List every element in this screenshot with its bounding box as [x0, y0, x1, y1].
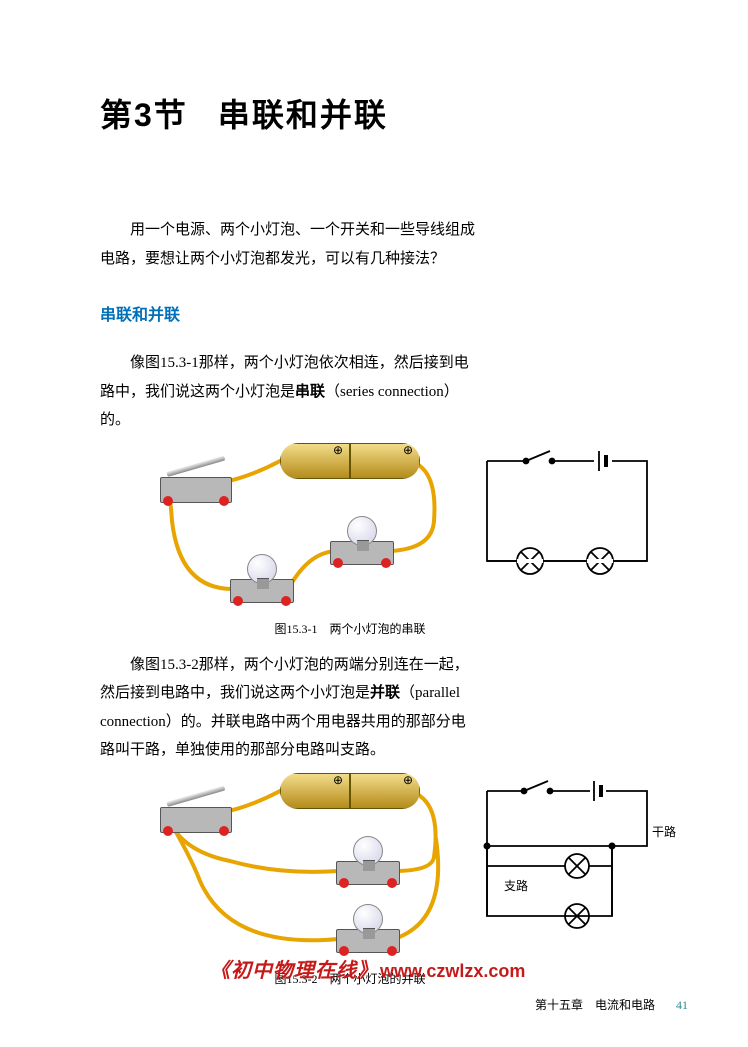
page-title: 第3节串联和并联 [100, 90, 688, 136]
series-pictorial [160, 441, 460, 616]
figure-1-caption: 图15.3-1 两个小灯泡的串联 [140, 620, 560, 637]
figure-2-caption: 图15.3-2 两个小灯泡的并联 [140, 970, 560, 987]
parallel-term: 并联 [370, 685, 400, 701]
series-term: 串联 [295, 384, 325, 400]
intro-paragraph: 用一个电源、两个小灯泡、一个开关和一些导线组成电路，要想让两个小灯泡都发光，可以… [100, 216, 480, 273]
switch-icon [160, 477, 232, 503]
figure-2-row: 干路 支路 [100, 771, 688, 966]
parallel-schematic-wrap: 干路 支路 [472, 771, 672, 936]
bulb-icon [330, 541, 394, 565]
bulb-icon [230, 579, 294, 603]
series-paragraph: 像图15.3-1那样，两个小灯泡依次相连，然后接到电路中，我们说这两个小灯泡是串… [100, 349, 480, 435]
chapter-label: 第十五章 电流和电路 [535, 998, 655, 1012]
figure-1-row [100, 441, 688, 616]
section-name: 串联和并联 [218, 97, 388, 133]
bulb-icon [336, 861, 400, 885]
parallel-pictorial [160, 771, 460, 966]
subheading: 串联和并联 [100, 301, 688, 325]
section-number: 第3节 [100, 97, 188, 133]
parallel-paragraph: 像图15.3-2那样，两个小灯泡的两端分别连在一起，然后接到电路中，我们说这两个… [100, 651, 480, 765]
bulb-icon [336, 929, 400, 953]
trunk-label: 干路 [652, 823, 676, 840]
parallel-schematic [472, 771, 672, 931]
battery-icon [280, 773, 420, 809]
branch-label: 支路 [504, 877, 528, 894]
page-number: 41 [676, 998, 688, 1012]
switch-icon [160, 807, 232, 833]
battery-icon [280, 443, 420, 479]
page-footer: 第十五章 电流和电路 41 [535, 996, 688, 1013]
series-schematic [472, 441, 662, 586]
